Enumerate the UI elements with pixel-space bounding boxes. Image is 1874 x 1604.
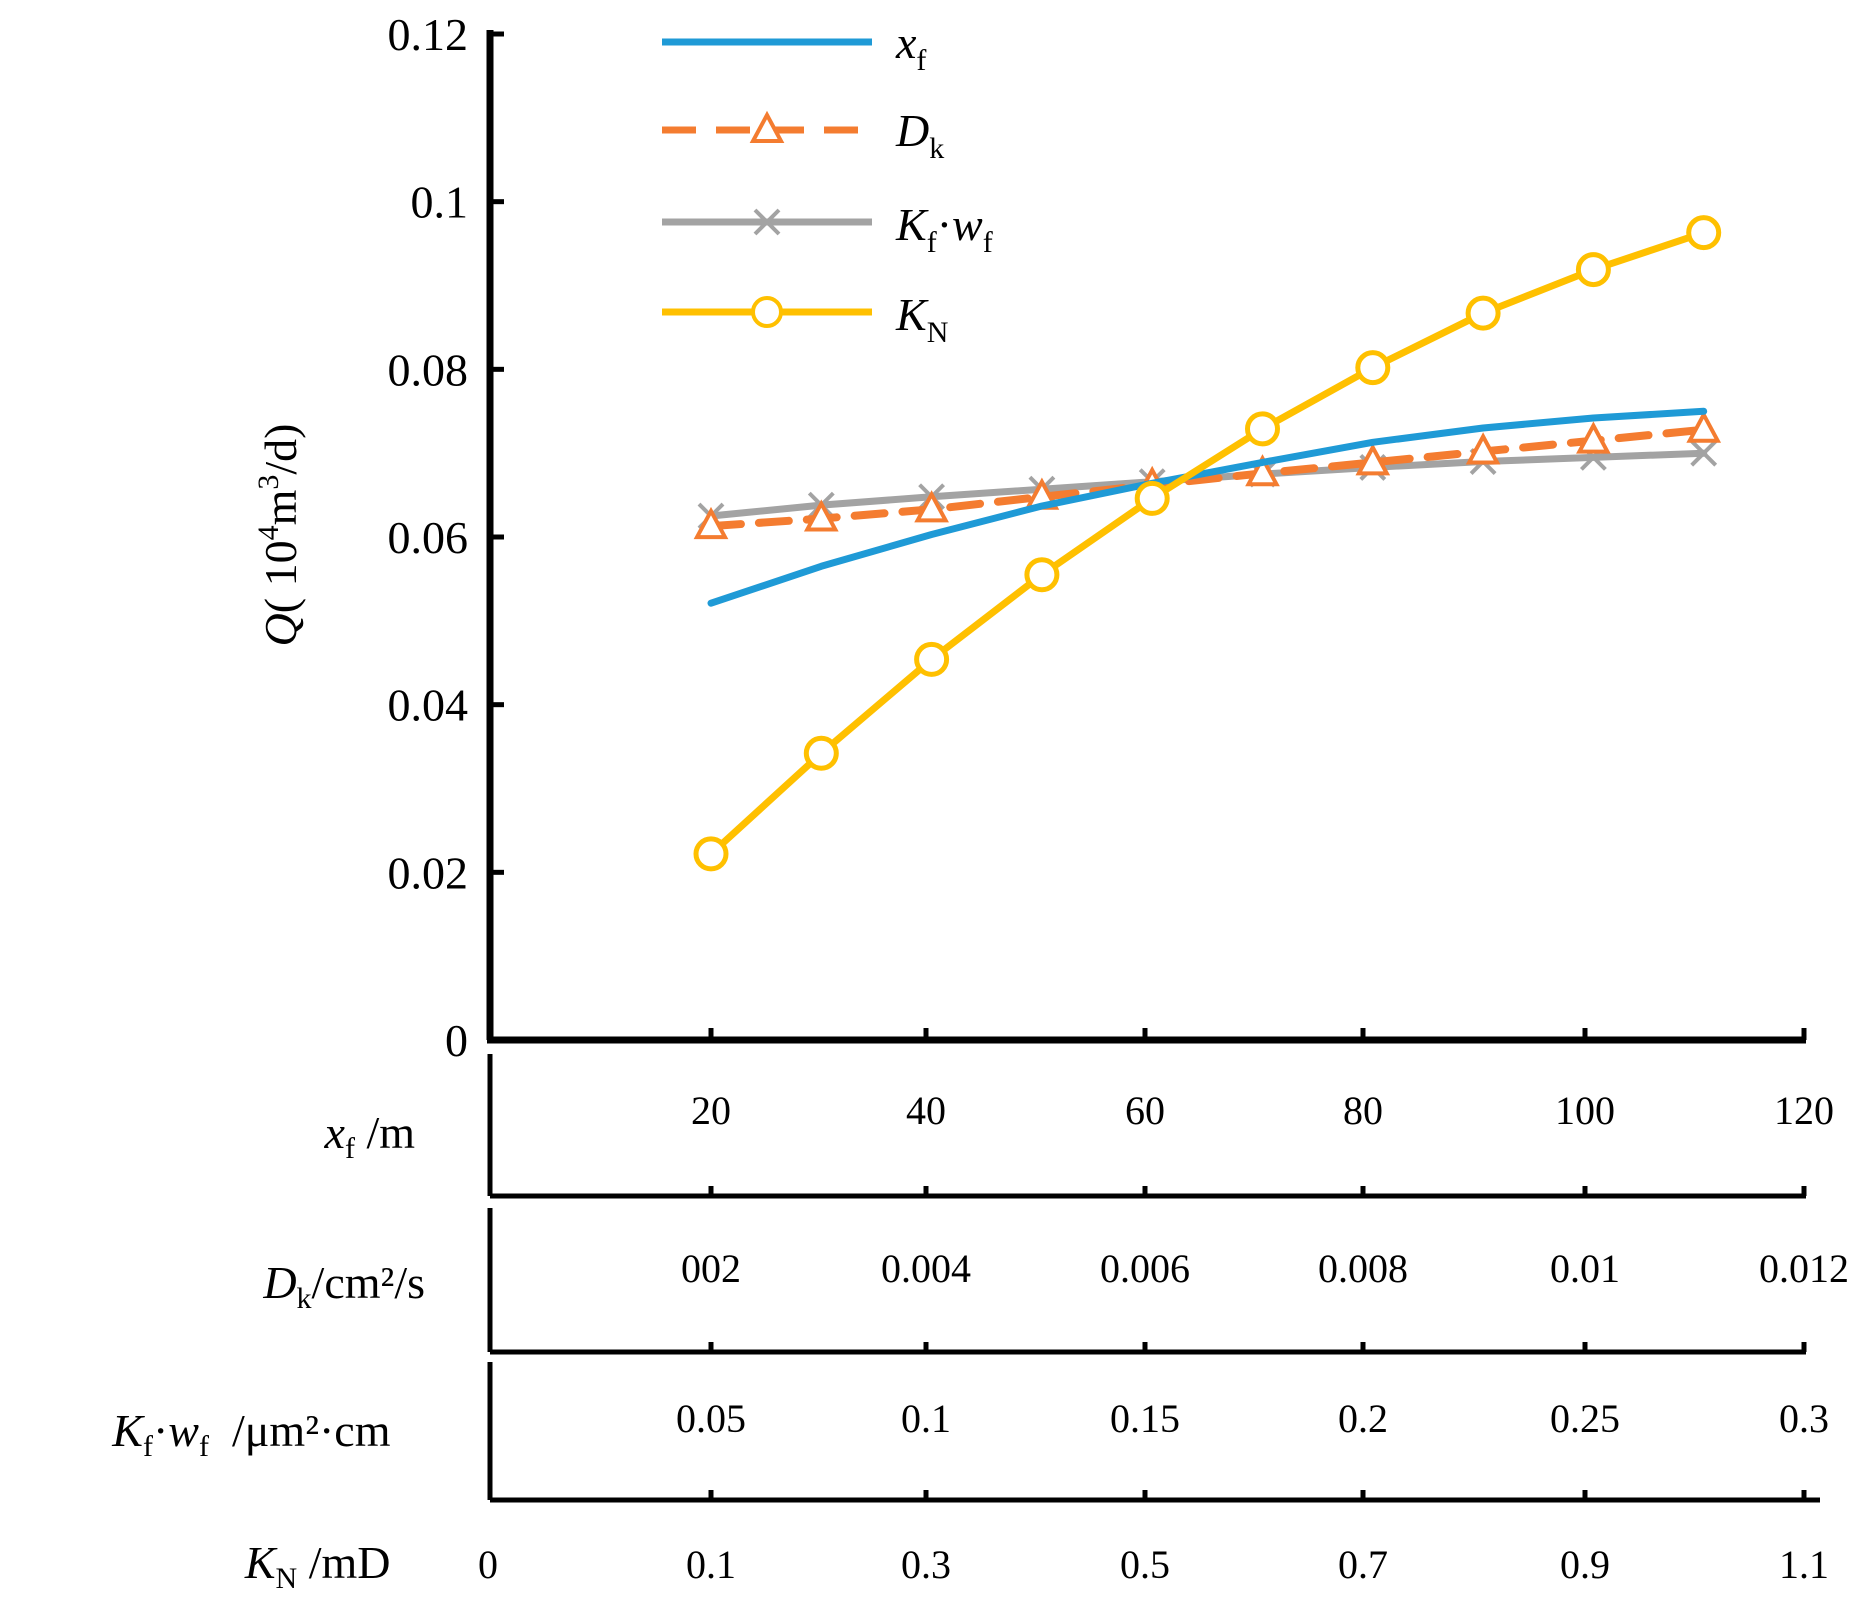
sub-tick-label: 0.004 <box>881 1246 971 1291</box>
data-point <box>1024 557 1060 593</box>
dk-axis-label: Dk/cm²/s <box>262 1257 425 1315</box>
series-K_N <box>693 215 1722 872</box>
legend-item-dk: Dk <box>662 105 944 165</box>
kn-tick-label: 0 <box>478 1542 498 1587</box>
data-point <box>803 735 839 771</box>
sub-tick-label: 0.006 <box>1100 1246 1190 1291</box>
sub-tick-label: 0.1 <box>901 1396 951 1441</box>
svg-text:xf: xf <box>895 17 926 77</box>
y-axis-label: Q( 104m3/d) <box>252 424 306 647</box>
sub-tick-label: 20 <box>691 1088 731 1133</box>
y-tick-label: 0.06 <box>388 512 469 563</box>
data-point <box>1245 454 1280 487</box>
data-point <box>1686 215 1722 251</box>
secondary-axes: 20 40 60 80 100 120 002 0.004 0.006 0.008 0.01 0.01… <box>478 1028 1849 1587</box>
xf-axis-label: xf /m <box>324 1107 416 1165</box>
series-line <box>707 229 1708 858</box>
sub-tick-label: 60 <box>1125 1088 1165 1133</box>
sub-tick-label: 0.25 <box>1550 1396 1620 1441</box>
legend: xf Dk Kf·wf KN <box>662 17 993 349</box>
y-tick-label: 0.12 <box>388 9 469 60</box>
data-point <box>1134 480 1170 516</box>
kn-tick-label: 0.1 <box>686 1542 736 1587</box>
kn-tick-label: 0.5 <box>1120 1542 1170 1587</box>
y-tick-label: 0.02 <box>388 847 469 898</box>
data-point <box>1355 350 1391 386</box>
data-point <box>914 490 949 523</box>
y-tick-label: 0 <box>445 1015 468 1066</box>
sub-tick-label: 0.2 <box>1338 1396 1388 1441</box>
y-tick-label: 0.08 <box>388 344 469 395</box>
data-point <box>1576 421 1611 454</box>
data-point <box>1575 252 1611 288</box>
sub-tick-label: 002 <box>681 1246 741 1291</box>
kn-axis-label: KN /mD <box>187 1537 425 1595</box>
data-point <box>693 506 729 540</box>
legend-item-kfwf: Kf·wf <box>662 199 993 259</box>
y-tick-label: 0.1 <box>411 177 469 228</box>
kn-tick-label: 0.9 <box>1560 1542 1610 1587</box>
data-point <box>1465 432 1501 465</box>
legend-item-kn: KN <box>662 289 948 349</box>
sub-tick-label: 0.3 <box>1779 1396 1829 1441</box>
data-point <box>1690 439 1718 467</box>
series-x_f <box>707 407 1708 607</box>
data-point <box>914 641 950 677</box>
data-point <box>803 499 839 532</box>
y-tick-label: 0.04 <box>388 680 469 731</box>
sub-tick-label: 0.15 <box>1110 1396 1180 1441</box>
sub-tick-label: 80 <box>1343 1088 1383 1133</box>
sub-tick-label: 0.01 <box>1550 1246 1620 1291</box>
sub-tick-label: 0.012 <box>1759 1246 1849 1291</box>
data-point <box>1465 295 1501 331</box>
data-point <box>1355 443 1391 476</box>
sub-tick-label: 0.05 <box>676 1396 746 1441</box>
svg-text:KN: KN <box>895 289 948 349</box>
data-point <box>1686 410 1722 443</box>
svg-text:Kf·wf: Kf·wf <box>895 199 993 259</box>
kn-tick-label: 0.3 <box>901 1542 951 1587</box>
series-line <box>707 407 1708 607</box>
series-layer <box>693 215 1722 872</box>
kfwf-axis-label: Kf·wf /μm²·cm <box>55 1405 425 1463</box>
y-axis-ticks: 0 0.02 0.04 0.06 0.08 0.1 0.12 <box>388 9 504 1066</box>
kn-tick-label: 1.1 <box>1779 1542 1829 1587</box>
sub-tick-label: 40 <box>906 1088 946 1133</box>
data-point <box>693 836 729 872</box>
legend-item-xf: xf <box>662 17 926 77</box>
xf-axis-box <box>487 1054 1806 1199</box>
svg-text:Dk: Dk <box>895 105 944 165</box>
series-line <box>707 425 1708 531</box>
sub-tick-label: 100 <box>1555 1088 1615 1133</box>
data-point <box>1245 411 1280 447</box>
sub-tick-label: 0.008 <box>1318 1246 1408 1291</box>
sub-tick-label: 120 <box>1774 1088 1834 1133</box>
kn-tick-label: 0.7 <box>1338 1542 1388 1587</box>
